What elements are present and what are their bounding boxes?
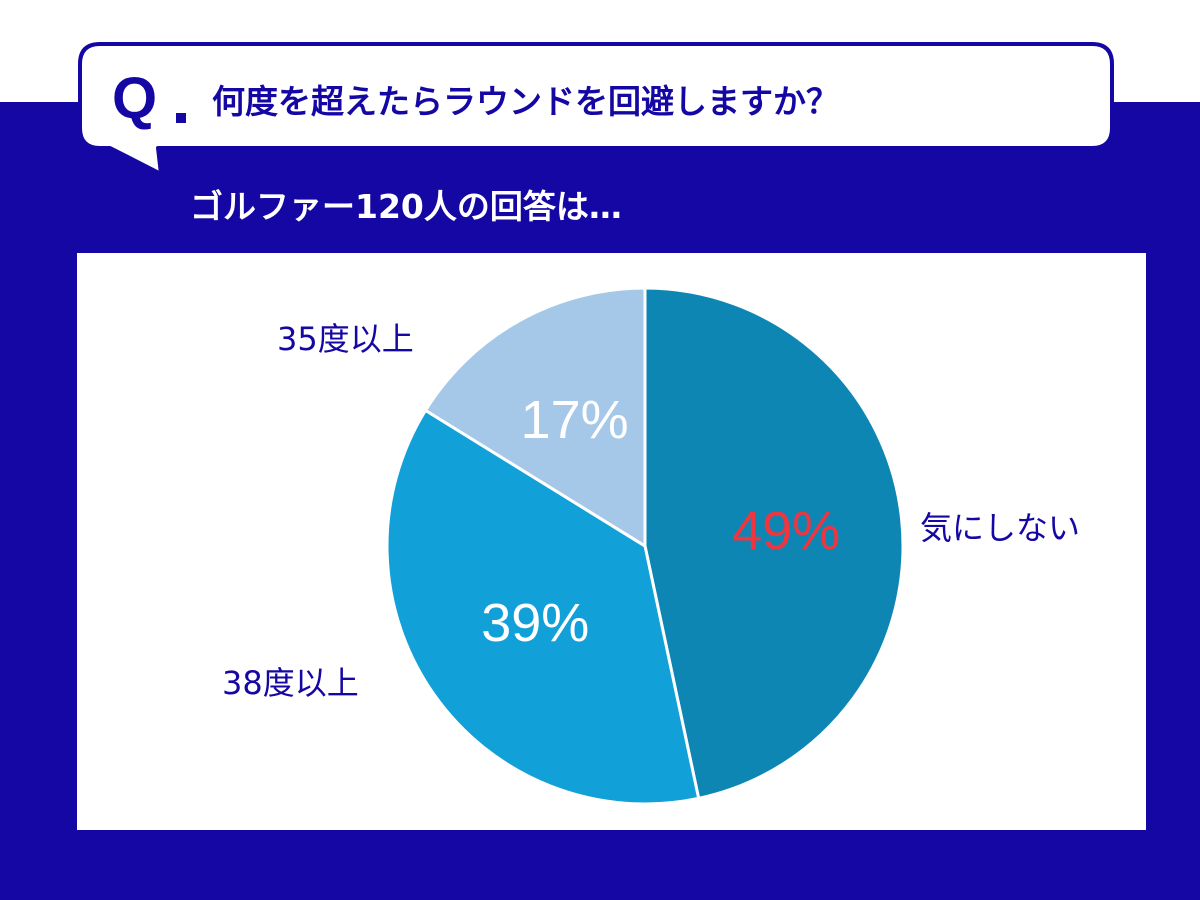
slice-label-38-do-ijou: 38度以上 (222, 664, 359, 702)
pie-chart: 49% 39% 17% (385, 286, 905, 806)
pie-slice-2 (424, 286, 647, 548)
slice-label-35-do-ijou: 35度以上 (277, 320, 414, 358)
q-dot (176, 113, 186, 123)
q-mark: Q (112, 66, 157, 131)
pie-slice-1 (385, 408, 701, 806)
pie-slice-0 (643, 286, 905, 800)
pie-percent-label-0: 49% (732, 501, 840, 561)
question-bubble (78, 42, 1114, 176)
pie-percent-label-1: 39% (481, 593, 589, 653)
slice-label-ki-ni-shinai: 気にしない (920, 509, 1081, 547)
question-text: 何度を超えたらラウンドを回避しますか？ (212, 82, 839, 121)
chart-subtitle: ゴルファー120人の回答は… (190, 187, 622, 226)
chart-panel: 49% 39% 17% 気にしない 38度以上 35度以上 (77, 253, 1146, 830)
pie-percent-label-2: 17% (521, 390, 629, 450)
